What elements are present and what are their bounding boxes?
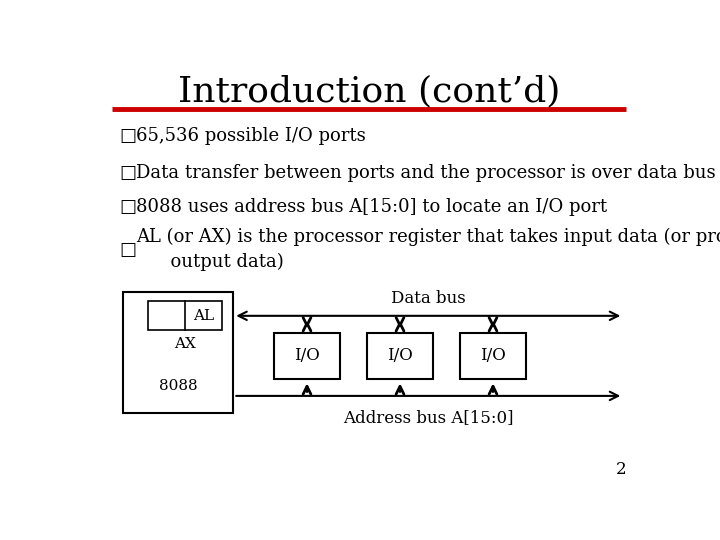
Text: Address bus A[15:0]: Address bus A[15:0] [343,409,513,426]
Bar [122,292,233,413]
Text: AL: AL [193,309,214,323]
Text: I/O: I/O [294,347,320,365]
Bar [148,301,222,330]
Text: 8088: 8088 [158,379,197,393]
Text: □: □ [120,198,137,216]
Text: □: □ [120,164,137,181]
Bar [367,333,433,379]
Text: 2: 2 [616,461,626,478]
Text: I/O: I/O [387,347,413,365]
Text: 65,536 possible I/O ports: 65,536 possible I/O ports [137,127,366,145]
Text: Data transfer between ports and the processor is over data bus: Data transfer between ports and the proc… [137,164,716,181]
Text: Introduction (cont’d): Introduction (cont’d) [178,75,560,109]
Text: □: □ [120,127,137,145]
Text: 8088 uses address bus A[15:0] to locate an I/O port: 8088 uses address bus A[15:0] to locate … [137,198,608,216]
Text: I/O: I/O [480,347,506,365]
Text: AX: AX [174,338,196,352]
Bar [274,333,340,379]
Text: □: □ [120,241,137,259]
Text: AL (or AX) is the processor register that takes input data (or provide
      out: AL (or AX) is the processor register tha… [137,228,720,272]
Bar [460,333,526,379]
Text: Data bus: Data bus [391,291,466,307]
